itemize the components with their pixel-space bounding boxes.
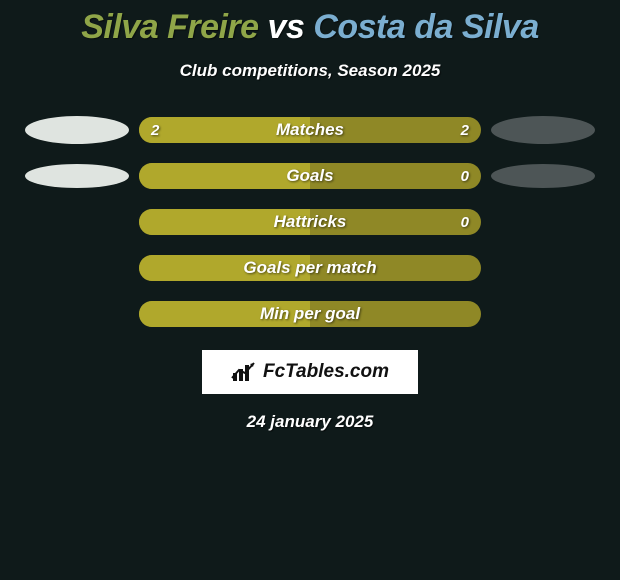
stat-bar: Goals0 — [139, 163, 481, 189]
comparison-title: Silva Freire vs Costa da Silva — [0, 0, 620, 47]
bar-fill-left — [139, 117, 310, 143]
player-b-ellipse — [491, 164, 595, 188]
bar-chart-icon — [231, 361, 257, 383]
fctables-logo: FcTables.com — [202, 350, 418, 394]
stat-row: Hattricks0 — [8, 202, 612, 242]
stat-row: Matches22 — [8, 110, 612, 150]
stat-bar: Min per goal — [139, 301, 481, 327]
stat-bar: Goals per match — [139, 255, 481, 281]
title-player-a: Silva Freire — [81, 8, 258, 46]
generated-date: 24 january 2025 — [8, 412, 612, 432]
stat-row: Min per goal — [8, 294, 612, 334]
stat-row: Goals per match — [8, 248, 612, 288]
player-a-ellipse — [25, 164, 129, 188]
stat-row: Goals0 — [8, 156, 612, 196]
stat-bar: Matches22 — [139, 117, 481, 143]
player-b-ellipse — [491, 116, 595, 144]
title-player-b: Costa da Silva — [313, 8, 538, 46]
title-vs: vs — [268, 8, 305, 46]
bar-fill-left — [139, 301, 310, 327]
player-a-ellipse — [25, 116, 129, 144]
bar-fill-left — [139, 163, 310, 189]
comparison-chart: Matches22 Goals0 Hattricks0 Goals per match… — [0, 110, 620, 432]
stat-bar: Hattricks0 — [139, 209, 481, 235]
logo-text: FcTables.com — [263, 361, 389, 383]
subtitle: Club competitions, Season 2025 — [0, 61, 620, 81]
bar-fill-left — [139, 209, 310, 235]
bar-fill-left — [139, 255, 310, 281]
